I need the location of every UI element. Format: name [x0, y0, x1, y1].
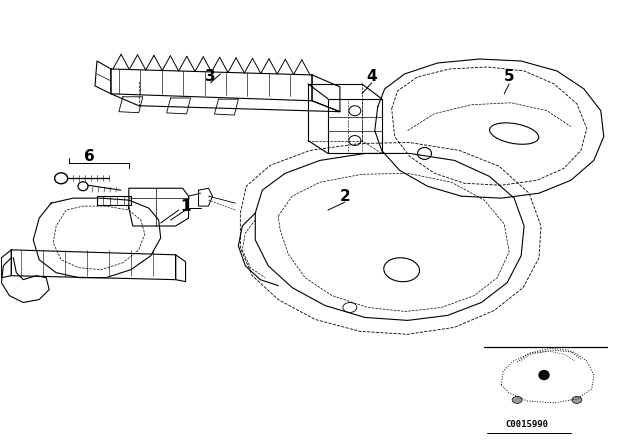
Text: 6: 6: [84, 149, 94, 164]
Text: 4: 4: [367, 69, 377, 84]
Text: 3: 3: [205, 69, 216, 84]
Text: 2: 2: [339, 189, 350, 204]
Text: 5: 5: [504, 69, 515, 84]
Ellipse shape: [539, 370, 549, 379]
Text: 1: 1: [180, 198, 191, 214]
Ellipse shape: [572, 396, 582, 403]
Text: C0015990: C0015990: [506, 420, 548, 429]
Ellipse shape: [512, 396, 522, 403]
